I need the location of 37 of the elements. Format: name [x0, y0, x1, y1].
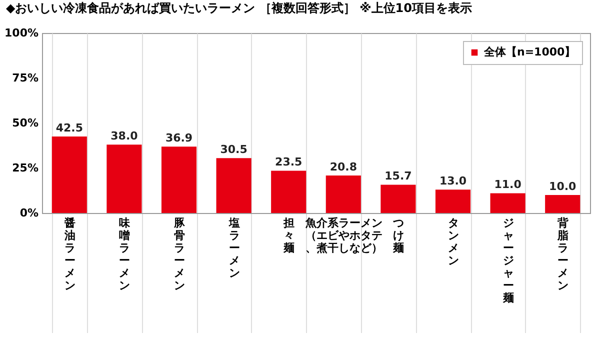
bar	[326, 176, 361, 213]
data-label: 36.9	[165, 132, 193, 145]
chart-title: ◆おいしい冷凍食品があれば買いたいラーメン ［複数回答形式］ ※上位10項目を表示	[6, 1, 472, 15]
y-tick-label: 25%	[12, 162, 38, 174]
x-tick-label: 担々麺	[282, 216, 295, 254]
data-label: 42.5	[56, 122, 83, 134]
y-tick-label: 100%	[4, 26, 38, 40]
data-label: 11.0	[494, 178, 522, 192]
bar	[216, 158, 252, 213]
x-tick-label: 醤油ラーメン	[63, 216, 76, 292]
x-tick-label: 塩ラーメン	[228, 216, 240, 280]
x-tick-label: つけ麺	[392, 216, 404, 254]
x-tick-label: ジャージャー麺	[502, 216, 514, 304]
bar	[106, 144, 142, 213]
bar	[161, 146, 197, 213]
legend-label: 全体【n=1000】	[483, 46, 576, 58]
data-label: 23.5	[275, 156, 302, 169]
bar	[545, 195, 580, 213]
bar	[52, 136, 87, 213]
data-label: 20.8	[330, 160, 357, 174]
y-tick-label: 0%	[20, 206, 38, 220]
y-tick-label: 50%	[12, 116, 38, 130]
x-tick-label: タンメン	[448, 216, 459, 267]
data-label: 38.0	[110, 130, 138, 143]
bar	[490, 193, 526, 213]
bar	[435, 190, 471, 213]
bar	[271, 170, 306, 213]
y-tick-label: 75%	[12, 72, 38, 84]
data-label: 10.0	[549, 180, 577, 193]
x-tick-label: 魚介系ラーメン（エビやホタテ、煮干しなど）	[304, 216, 382, 254]
x-tick-label: 味噌ラーメン	[119, 216, 132, 292]
x-tick-label: 豚骨ラーメン	[173, 216, 186, 292]
data-label: 30.5	[220, 143, 248, 156]
bar	[380, 184, 416, 213]
data-label: 15.7	[384, 170, 412, 183]
x-tick-label: 背脂ラーメン	[556, 216, 570, 292]
data-label: 13.0	[439, 174, 467, 188]
